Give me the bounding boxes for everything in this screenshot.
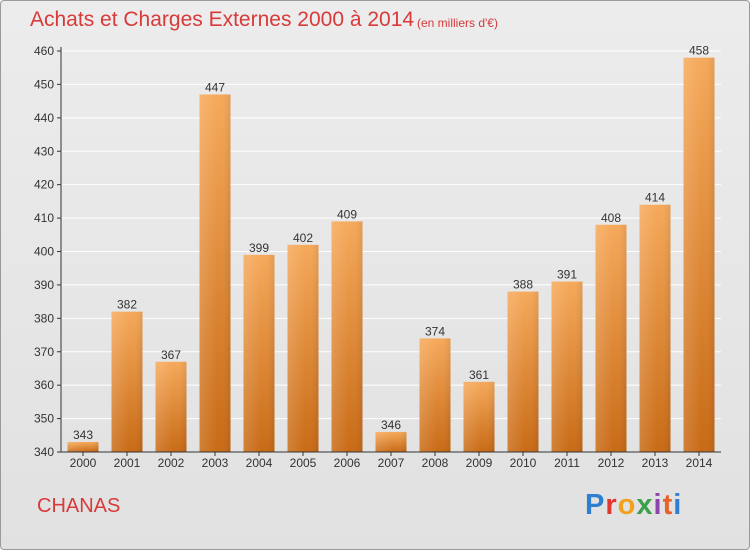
bar-shade	[595, 224, 627, 452]
bar-shade	[67, 441, 99, 452]
y-tick-label: 360	[34, 378, 54, 392]
x-tick-label: 2010	[510, 456, 537, 470]
bar-shade	[287, 244, 319, 452]
chart-subtitle: (en milliers d'€)	[417, 16, 498, 30]
x-tick-label: 2009	[466, 456, 493, 470]
logo-letter: i	[653, 489, 663, 521]
bar-value-label: 343	[73, 428, 93, 442]
bar-shade	[463, 381, 495, 452]
y-tick-label: 370	[34, 345, 54, 359]
y-tick-label: 440	[34, 111, 54, 125]
x-tick-label: 2003	[202, 456, 229, 470]
x-tick-label: 2007	[378, 456, 405, 470]
y-tick-label: 430	[34, 144, 54, 158]
bar-shade	[155, 361, 187, 452]
y-tick-label: 400	[34, 245, 54, 259]
bar-value-label: 402	[293, 231, 313, 245]
logo-letter: t	[662, 489, 674, 521]
bar-value-label: 399	[249, 241, 269, 255]
y-tick-label: 420	[34, 178, 54, 192]
bar-value-label: 414	[645, 191, 665, 205]
bar-value-label: 361	[469, 368, 489, 382]
bar-shade	[243, 254, 275, 452]
bar-value-label: 447	[205, 80, 225, 94]
x-tick-label: 2013	[642, 456, 669, 470]
bar-shade	[507, 291, 539, 452]
logo-letter: x	[636, 489, 654, 521]
x-tick-label: 2004	[246, 456, 273, 470]
bar-value-label: 374	[425, 324, 445, 338]
bar-value-label: 458	[689, 44, 709, 58]
chart-title: Achats et Charges Externes 2000 à 2014	[30, 8, 415, 31]
logo-letter: r	[605, 489, 618, 521]
x-tick-label: 2011	[554, 456, 580, 470]
bar-value-label: 367	[161, 348, 181, 362]
x-tick-label: 2014	[686, 456, 713, 470]
bar-shade	[111, 311, 143, 452]
bar-value-label: 391	[557, 268, 577, 282]
x-tick-label: 2002	[158, 456, 185, 470]
y-tick-label: 450	[34, 77, 54, 91]
x-tick-label: 2000	[70, 456, 97, 470]
x-tick-label: 2008	[422, 456, 449, 470]
proxiti-logo: Proxiti	[585, 489, 682, 522]
logo-letter: o	[617, 489, 637, 521]
x-tick-label: 2012	[598, 456, 625, 470]
logo-letter: i	[673, 489, 683, 521]
bar-shade	[639, 204, 671, 452]
bar-value-label: 409	[337, 207, 357, 221]
bar-shade	[375, 431, 407, 452]
x-tick-label: 2005	[290, 456, 317, 470]
commune-label: CHANAS	[37, 495, 121, 517]
y-tick-label: 340	[34, 445, 54, 459]
bar-value-label: 382	[117, 298, 137, 312]
bar-value-label: 408	[601, 211, 621, 225]
y-tick-label: 390	[34, 278, 54, 292]
x-tick-label: 2006	[334, 456, 361, 470]
bar-value-label: 346	[381, 418, 401, 432]
y-tick-label: 410	[34, 211, 54, 225]
x-tick-label: 2001	[114, 456, 141, 470]
y-tick-label: 380	[34, 311, 54, 325]
bar-shade	[419, 338, 451, 452]
bar-shade	[199, 94, 231, 453]
y-tick-label: 350	[34, 412, 54, 426]
bar-shade	[551, 281, 583, 452]
bar-shade	[331, 221, 363, 452]
logo-letter: P	[585, 489, 606, 521]
y-tick-label: 460	[34, 44, 54, 58]
bar-value-label: 388	[513, 278, 533, 292]
bar-shade	[683, 57, 715, 452]
